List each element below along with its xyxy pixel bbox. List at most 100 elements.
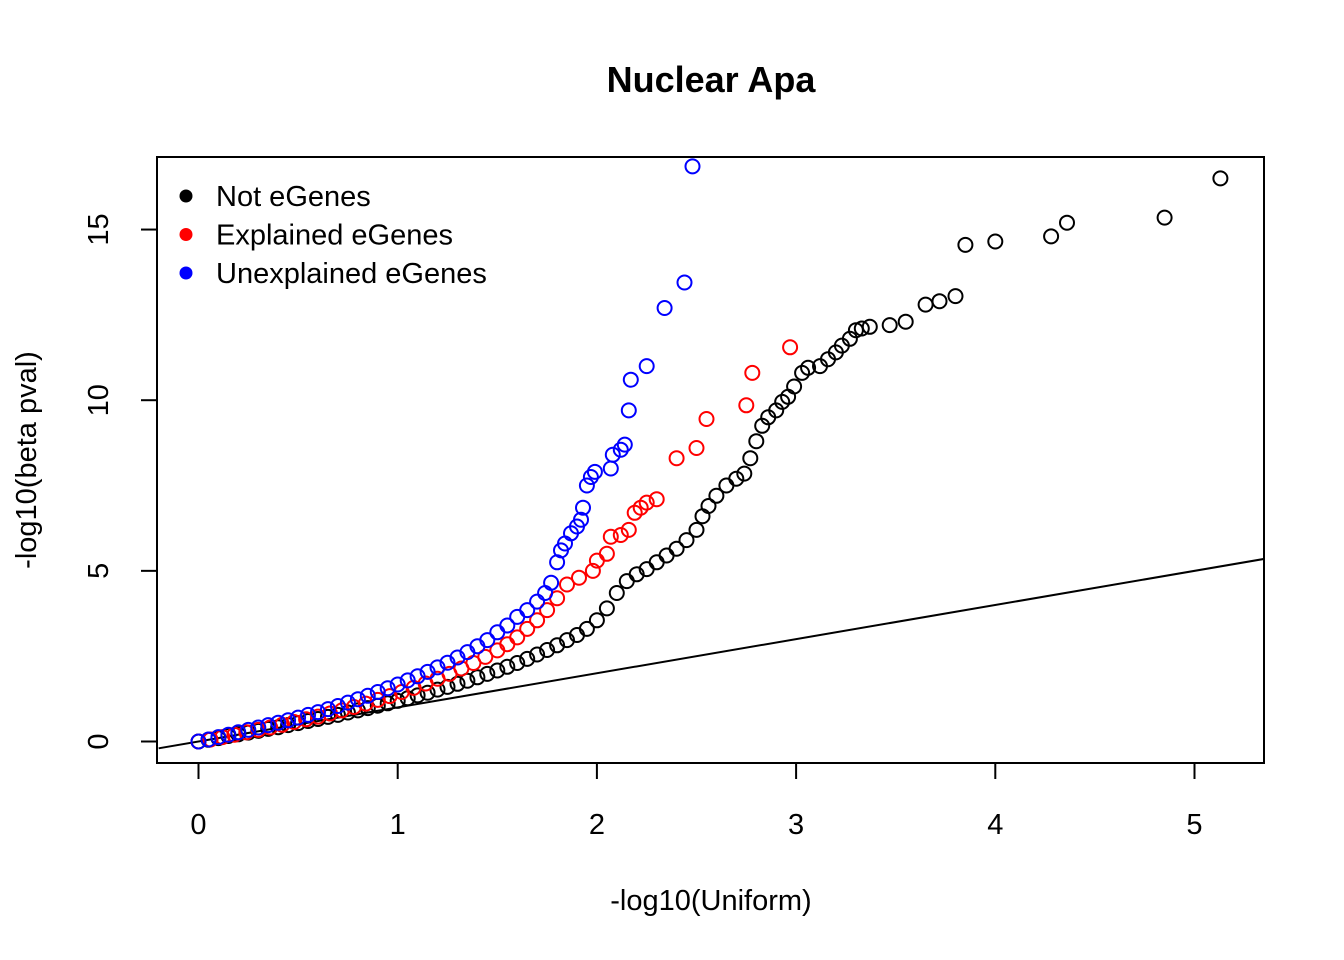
- data-point: [742, 450, 759, 467]
- legend-marker: [179, 228, 193, 241]
- series-1: [190, 339, 799, 750]
- data-point: [628, 566, 645, 583]
- data-point: [648, 491, 665, 508]
- data-point: [598, 545, 615, 562]
- data-point: [684, 158, 701, 175]
- data-point: [262, 719, 279, 736]
- data-point: [529, 612, 546, 629]
- legend-marker: [179, 189, 193, 203]
- data-point: [1043, 228, 1060, 245]
- data-point: [499, 636, 516, 653]
- y-tick-label: 0: [83, 733, 115, 749]
- x-axis-label: -log10(Uniform): [610, 885, 811, 917]
- data-point: [612, 527, 629, 543]
- data-point: [736, 465, 753, 482]
- data-point: [800, 359, 817, 376]
- data-point: [349, 691, 366, 708]
- data-point: [339, 694, 356, 711]
- data-point: [575, 499, 591, 516]
- data-point: [931, 293, 948, 310]
- data-point: [300, 706, 317, 723]
- data-point: [509, 608, 526, 625]
- data-point: [190, 733, 207, 750]
- data-point: [399, 672, 416, 689]
- data-point: [786, 378, 803, 395]
- data-point: [519, 602, 536, 619]
- data-point: [578, 477, 595, 494]
- data-point: [698, 411, 715, 427]
- data-point: [571, 569, 587, 586]
- data-point: [439, 654, 456, 671]
- data-point: [329, 698, 346, 714]
- data-point: [489, 624, 506, 641]
- data-point: [369, 684, 386, 700]
- data-point: [728, 470, 745, 487]
- x-tick-label: 5: [1186, 809, 1202, 841]
- data-point: [987, 233, 1004, 250]
- data-point: [210, 729, 227, 746]
- data-point: [260, 717, 277, 734]
- x-tick-label: 4: [987, 809, 1003, 841]
- series-2: [190, 158, 701, 750]
- data-point: [529, 646, 546, 663]
- data-point: [694, 508, 711, 525]
- data-point: [586, 463, 603, 480]
- data-point: [881, 317, 898, 334]
- data-point: [539, 642, 556, 658]
- data-point: [1212, 170, 1229, 187]
- data-point: [602, 528, 619, 545]
- data-point: [668, 450, 685, 467]
- data-point: [782, 339, 799, 356]
- data-point: [509, 629, 526, 646]
- data-point: [612, 441, 629, 458]
- data-point: [744, 364, 761, 381]
- data-point: [499, 617, 516, 634]
- axes: 0 1 2 3 4 5 0 5 10 15: [83, 213, 1203, 841]
- data-point: [529, 593, 546, 610]
- data-point: [700, 498, 717, 514]
- data-point: [539, 602, 556, 619]
- data-point: [668, 540, 685, 557]
- x-tick-label: 0: [190, 809, 206, 841]
- y-tick-label: 10: [83, 384, 115, 416]
- data-point: [290, 709, 307, 726]
- data-point: [419, 663, 436, 680]
- data-point: [519, 620, 536, 637]
- x-tick-label: 2: [589, 809, 605, 841]
- data-point: [620, 402, 637, 419]
- data-point: [489, 662, 506, 679]
- legend: Not eGenes Explained eGenes Unexplained eG…: [179, 181, 487, 290]
- data-point: [1156, 209, 1173, 226]
- data-point: [957, 236, 974, 253]
- data-point: [618, 573, 635, 590]
- x-tick-label: 3: [788, 809, 804, 841]
- legend-label: Unexplained eGenes: [216, 258, 487, 290]
- data-point: [638, 494, 655, 511]
- data-point: [359, 687, 376, 704]
- data-point: [469, 669, 486, 686]
- data-point: [897, 313, 914, 330]
- data-point: [429, 659, 446, 676]
- data-point: [220, 726, 237, 743]
- data-point: [543, 574, 560, 591]
- data-point: [559, 576, 575, 593]
- data-point: [688, 440, 705, 456]
- data-point: [270, 714, 287, 731]
- data-point: [638, 358, 655, 375]
- data-point: [389, 676, 406, 693]
- data-point: [477, 648, 494, 665]
- data-point: [738, 397, 755, 414]
- data-point: [656, 300, 673, 316]
- y-tick-label: 5: [83, 563, 115, 579]
- chart-title: Nuclear Apa: [607, 59, 817, 100]
- data-point: [622, 371, 639, 388]
- data-point: [240, 721, 257, 738]
- data-point: [549, 637, 566, 654]
- data-point: [678, 532, 695, 549]
- data-point: [748, 433, 765, 450]
- data-point: [409, 687, 426, 704]
- data-point: [200, 731, 217, 748]
- data-point: [1059, 214, 1075, 231]
- data-point: [676, 274, 693, 291]
- data-point: [509, 655, 526, 671]
